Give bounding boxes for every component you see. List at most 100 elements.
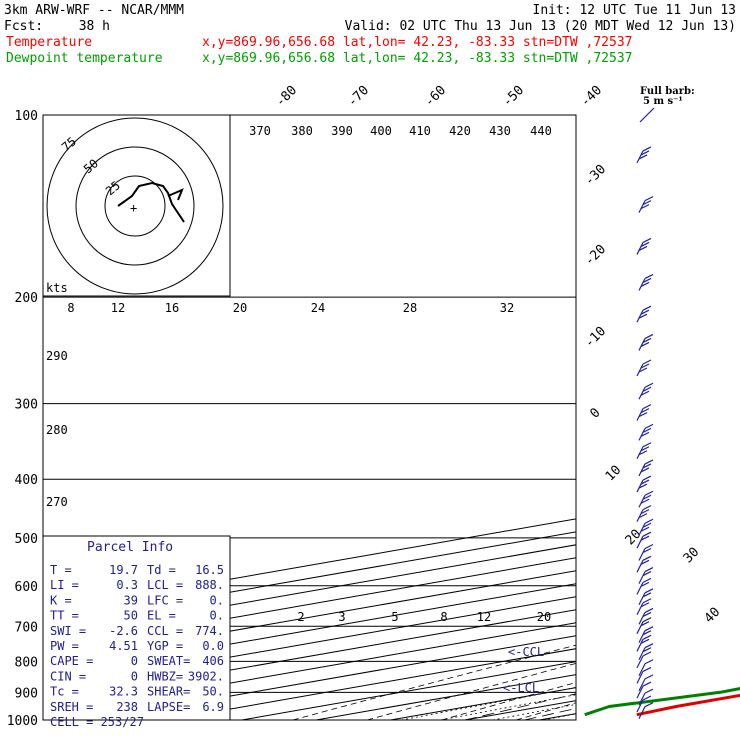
barb-flag: [642, 634, 652, 640]
mixing-ratio-label: 20: [233, 301, 247, 315]
barb-shaft: [638, 630, 646, 643]
wind-barb: [636, 666, 652, 684]
theta-label: 400: [370, 124, 392, 138]
barb-flag: [642, 305, 652, 311]
barb-shaft: [638, 428, 646, 441]
wind-barb: [638, 273, 654, 291]
mixing-ratio-label: 8: [67, 301, 74, 315]
parcel-field: SHEAR=: [147, 685, 190, 699]
mixing-ratio-low-label: 12: [477, 610, 491, 624]
hodograph-ring-50: [75, 146, 195, 266]
model-title: 3km ARW-WRF -- NCAR/MMM: [4, 3, 184, 18]
barb-flag: [644, 490, 654, 496]
theta-label: 370: [249, 124, 271, 138]
parcel-field: Tc =: [50, 685, 79, 699]
wind-barb: [638, 626, 654, 643]
mixing-ratio-label: 12: [111, 301, 125, 315]
wind-barb: [638, 643, 654, 660]
barb-flag: [640, 509, 650, 515]
wind-barb: [638, 518, 654, 536]
isotherm: [614, 115, 740, 720]
wind-barb: [636, 146, 652, 164]
parcel-field: SWEAT=: [147, 654, 190, 668]
pressure-label: 400: [15, 473, 38, 488]
wind-barb: [638, 459, 654, 477]
wind-barb: [638, 674, 654, 692]
barb-flag: [642, 647, 652, 653]
lcl-marker: <-LCL: [503, 681, 539, 695]
theta-label: 380: [291, 124, 313, 138]
barb-shaft: [638, 692, 646, 706]
barb-flag: [644, 333, 654, 339]
barb-shaft: [636, 150, 644, 164]
isotherm-label: 0: [587, 405, 603, 421]
barb-flag: [640, 602, 650, 608]
pressure-label: 900: [15, 686, 38, 701]
barb-shaft: [636, 479, 644, 493]
barb-shaft: [638, 338, 646, 351]
pressure-label: 700: [15, 620, 38, 635]
barb-shaft: [638, 663, 646, 677]
parcel-field: 0.: [210, 593, 224, 607]
parcel-field: 0.: [210, 609, 224, 623]
moist-adiabat: [703, 297, 740, 720]
barb-shaft: [638, 647, 646, 660]
barb-flag: [644, 588, 654, 594]
parcel-field: CAPE =: [50, 654, 93, 668]
parcel-field: CIN =: [50, 669, 86, 683]
barb-flag: [644, 702, 654, 708]
barb-flag: [642, 386, 652, 392]
barb-flag: [640, 309, 650, 315]
barb-flag: [642, 547, 652, 554]
forecast-label: Fcst:: [4, 19, 43, 34]
barb-flag: [640, 638, 650, 644]
wind-barb-top: [639, 107, 655, 123]
isotherm: [390, 687, 576, 720]
hodograph-trace-hook: [167, 188, 184, 201]
barb-shaft: [638, 706, 646, 719]
wind-barb: [636, 531, 652, 549]
moist-adiabat: [464, 693, 576, 720]
barb-flag: [644, 626, 654, 632]
barb-flag: [640, 204, 650, 210]
barb-shaft: [638, 494, 646, 508]
parcel-field: 0.0: [202, 639, 224, 653]
valid-time: Valid: 02 UTC Thu 13 Jun 13 (20 MDT Wed …: [345, 19, 736, 34]
wind-barb: [638, 333, 654, 351]
wind-barb: [636, 681, 652, 699]
mixing-ratio-label: 28: [403, 301, 417, 315]
pressure-label: 800: [15, 655, 38, 670]
isotherm-label: -30: [582, 162, 609, 189]
isotherm-label: 40: [702, 605, 724, 627]
barb-flag: [644, 459, 654, 465]
parcel-field: 0: [131, 654, 138, 668]
barb-flag: [640, 559, 650, 565]
barb-flag: [642, 442, 652, 448]
wind-barb: [636, 237, 652, 255]
mixing-ratio-label: 16: [165, 301, 179, 315]
pressure-label: 300: [15, 398, 38, 413]
barb-flag: [638, 513, 648, 519]
mixing-ratio-line: [440, 694, 576, 720]
barb-flag: [642, 463, 652, 469]
barb-flag: [640, 621, 650, 627]
parcel-field: 32.3: [109, 685, 138, 699]
barb-flag: [644, 382, 654, 388]
dewpoint-profile: [584, 687, 740, 717]
mixing-ratio-line: [401, 687, 576, 720]
barb-shaft: [636, 446, 644, 460]
isotherm-label: -10: [582, 324, 609, 351]
dry-adiabat: [441, 682, 576, 720]
barb-shaft: [638, 463, 646, 477]
parcel-field: SREH =: [50, 700, 93, 714]
barb-flag: [642, 337, 652, 343]
parcel-field: Td =: [147, 563, 176, 577]
pressure-label: 600: [15, 580, 38, 595]
barb-shaft: [638, 612, 646, 625]
wind-barb: [636, 475, 652, 493]
theta-e-label: 280: [46, 423, 68, 437]
theta-e-label: 270: [46, 495, 68, 509]
barb-flag: [644, 518, 654, 524]
hodograph-ring-75: [46, 117, 224, 295]
